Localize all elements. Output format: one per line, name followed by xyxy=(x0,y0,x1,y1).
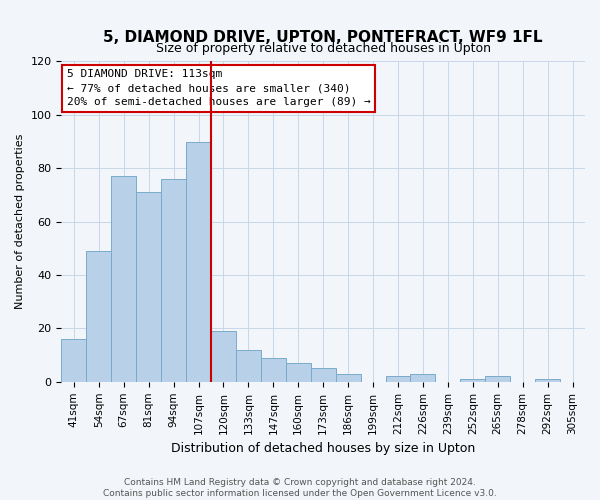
Text: Size of property relative to detached houses in Upton: Size of property relative to detached ho… xyxy=(156,42,491,55)
Bar xyxy=(136,192,161,382)
Bar xyxy=(311,368,335,382)
Bar xyxy=(86,251,111,382)
Bar xyxy=(236,350,261,382)
Bar xyxy=(186,142,211,382)
X-axis label: Distribution of detached houses by size in Upton: Distribution of detached houses by size … xyxy=(171,442,475,455)
Bar xyxy=(261,358,286,382)
Bar xyxy=(286,363,311,382)
Bar xyxy=(161,179,186,382)
Title: 5, DIAMOND DRIVE, UPTON, PONTEFRACT, WF9 1FL: 5, DIAMOND DRIVE, UPTON, PONTEFRACT, WF9… xyxy=(103,30,543,45)
Bar xyxy=(61,339,86,382)
Text: Contains HM Land Registry data © Crown copyright and database right 2024.
Contai: Contains HM Land Registry data © Crown c… xyxy=(103,478,497,498)
Bar xyxy=(460,379,485,382)
Y-axis label: Number of detached properties: Number of detached properties xyxy=(15,134,25,310)
Bar xyxy=(386,376,410,382)
Bar xyxy=(335,374,361,382)
Bar xyxy=(485,376,510,382)
Bar xyxy=(111,176,136,382)
Bar xyxy=(535,379,560,382)
Bar xyxy=(410,374,436,382)
Bar xyxy=(211,331,236,382)
Text: 5 DIAMOND DRIVE: 113sqm
← 77% of detached houses are smaller (340)
20% of semi-d: 5 DIAMOND DRIVE: 113sqm ← 77% of detache… xyxy=(67,70,370,108)
